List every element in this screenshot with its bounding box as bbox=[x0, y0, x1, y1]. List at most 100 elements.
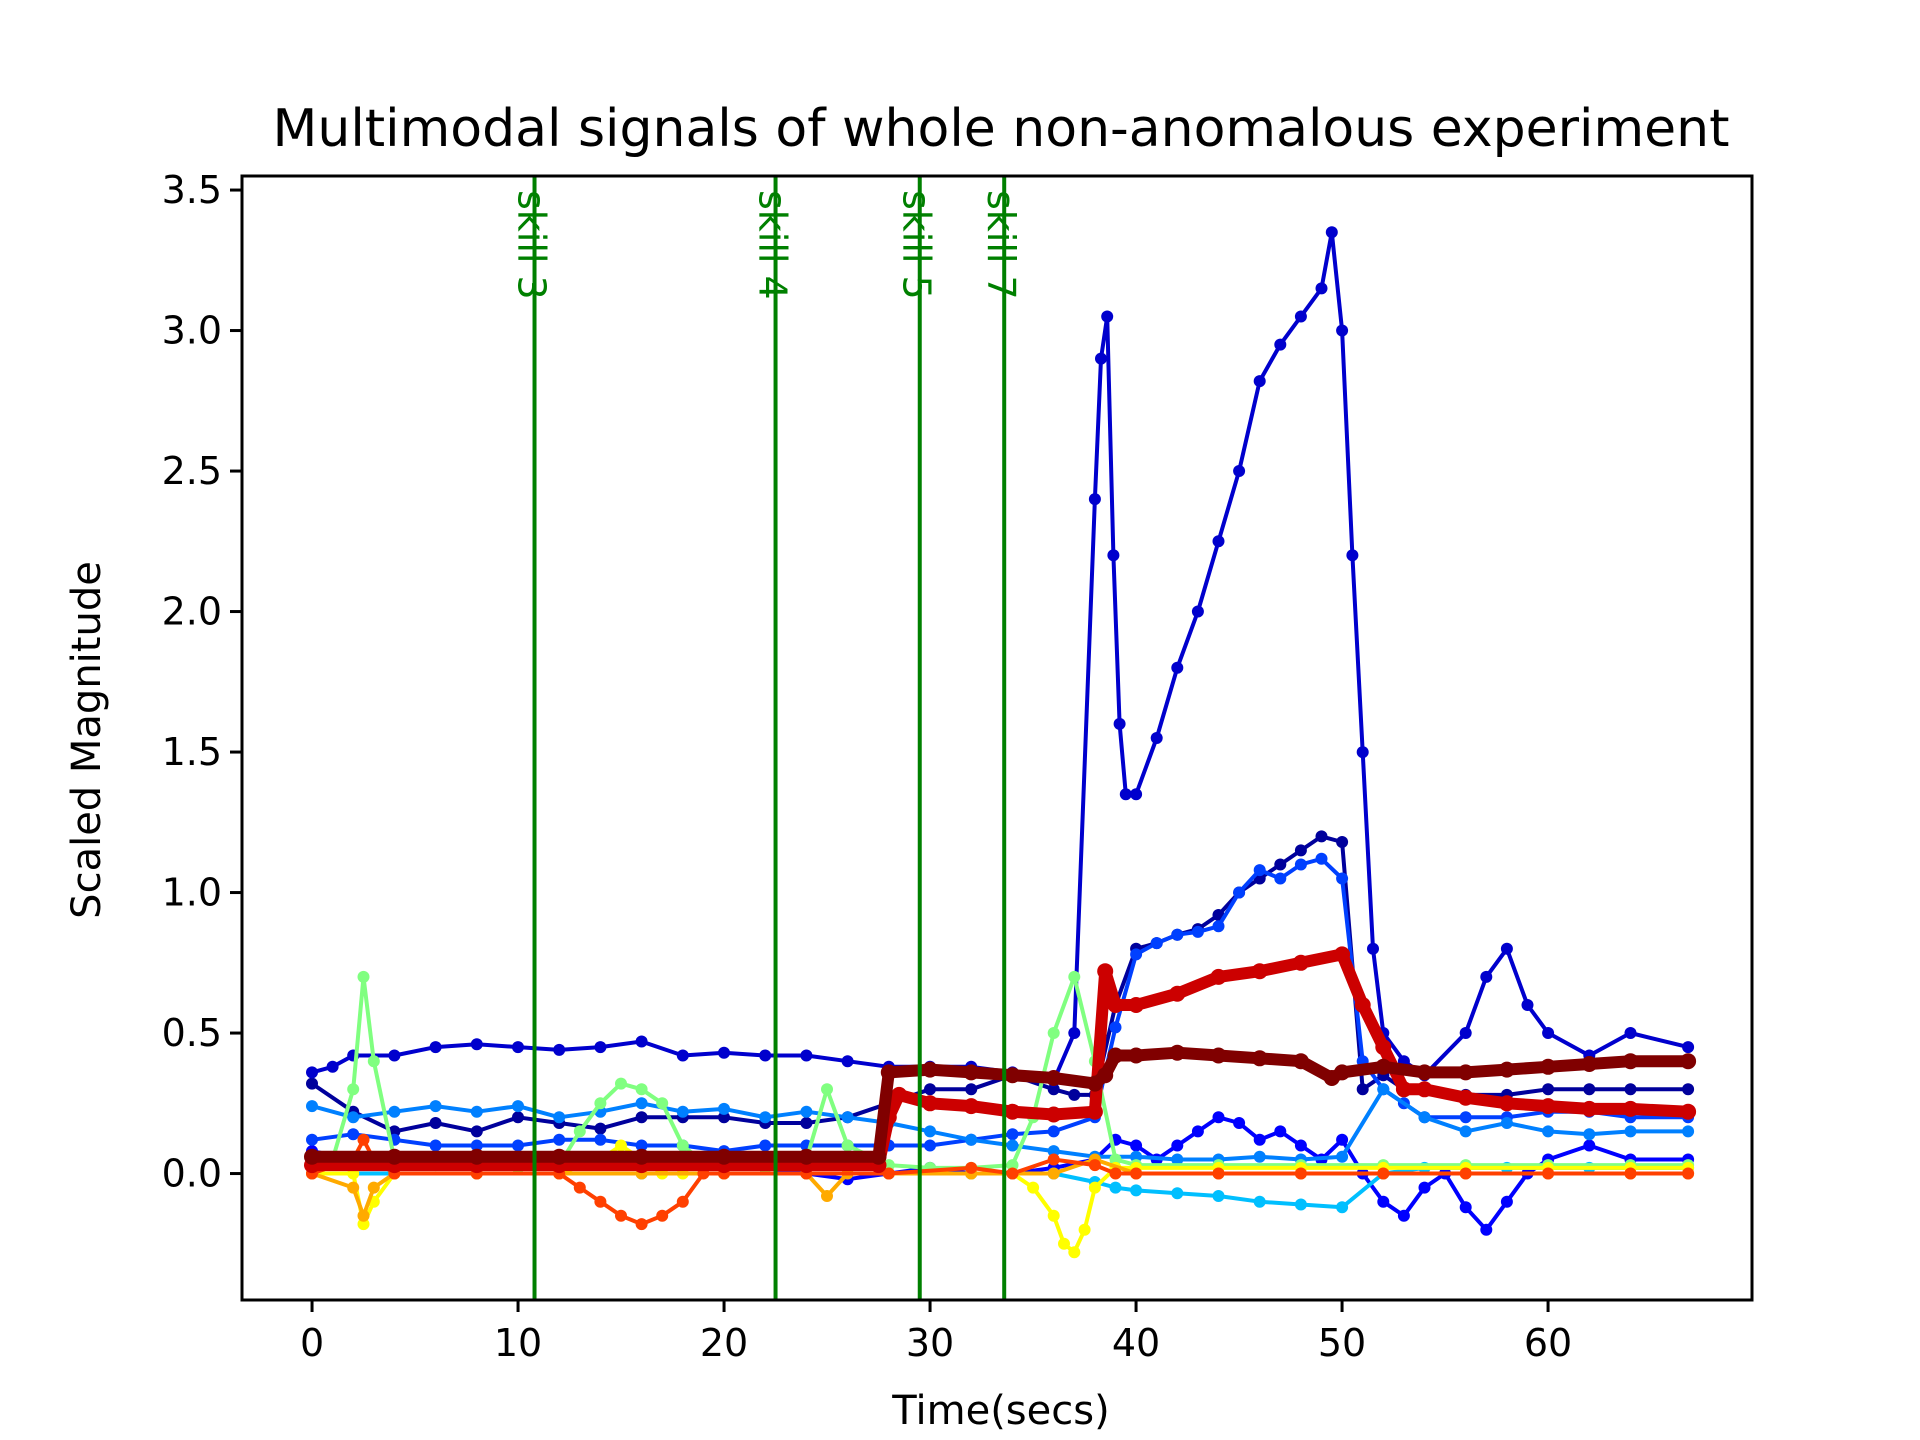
data-point bbox=[1292, 1053, 1309, 1070]
data-point bbox=[512, 1041, 524, 1054]
data-point bbox=[1171, 1187, 1184, 1200]
data-point bbox=[1130, 948, 1143, 961]
data-point bbox=[924, 1139, 936, 1152]
data-point bbox=[347, 1111, 360, 1124]
data-point bbox=[1107, 549, 1120, 562]
data-point bbox=[1068, 1027, 1081, 1039]
data-point bbox=[573, 1181, 586, 1194]
data-point bbox=[1109, 1153, 1122, 1166]
data-point bbox=[429, 1041, 442, 1054]
x-tick-label: 50 bbox=[1318, 1321, 1366, 1365]
data-point bbox=[357, 1218, 370, 1231]
data-point bbox=[470, 1125, 483, 1138]
data-point bbox=[1498, 1095, 1515, 1112]
chart-title: Multimodal signals of whole non-anomalou… bbox=[273, 99, 1730, 159]
data-point bbox=[676, 1139, 689, 1152]
data-point bbox=[594, 1122, 607, 1135]
data-point bbox=[1130, 1150, 1143, 1163]
data-point bbox=[1336, 1150, 1349, 1163]
data-point bbox=[1101, 310, 1114, 323]
data-point bbox=[1682, 1125, 1695, 1138]
data-point bbox=[1253, 1195, 1266, 1208]
data-point bbox=[1583, 1139, 1596, 1152]
data-point bbox=[1088, 1181, 1101, 1194]
data-point bbox=[1097, 1067, 1114, 1084]
data-point bbox=[676, 1195, 689, 1208]
y-tick-label: 1.5 bbox=[162, 730, 222, 774]
data-point bbox=[1130, 1167, 1143, 1180]
data-point bbox=[594, 1041, 607, 1054]
x-tick-label: 0 bbox=[300, 1321, 324, 1365]
data-point bbox=[924, 1083, 936, 1096]
data-point bbox=[891, 1086, 908, 1103]
data-point bbox=[1045, 1070, 1062, 1086]
data-point bbox=[798, 1148, 815, 1165]
data-point bbox=[1169, 985, 1186, 1002]
data-point bbox=[1377, 1167, 1390, 1180]
data-point bbox=[1346, 549, 1359, 562]
data-point bbox=[635, 1083, 648, 1096]
data-point bbox=[1397, 1209, 1410, 1222]
data-point bbox=[1006, 1167, 1019, 1180]
data-point bbox=[924, 1125, 936, 1138]
data-point bbox=[594, 1133, 607, 1146]
series-1 bbox=[306, 226, 1695, 1087]
data-point bbox=[1354, 997, 1371, 1013]
data-point bbox=[347, 1181, 360, 1194]
data-point bbox=[1542, 1167, 1555, 1180]
data-point bbox=[718, 1046, 730, 1059]
data-point bbox=[306, 1133, 318, 1146]
skill-label-1: skill 4 bbox=[751, 190, 795, 300]
data-point bbox=[821, 1190, 833, 1202]
data-point bbox=[1210, 1047, 1227, 1064]
data-point bbox=[1416, 1081, 1433, 1098]
data-point bbox=[1542, 1083, 1555, 1096]
data-point bbox=[1086, 1103, 1103, 1120]
data-point bbox=[1119, 788, 1132, 801]
data-point bbox=[1068, 1088, 1081, 1101]
data-point bbox=[1171, 1139, 1184, 1152]
data-point bbox=[759, 1111, 772, 1124]
data-point bbox=[306, 1077, 318, 1090]
data-point bbox=[1294, 1167, 1307, 1180]
data-point bbox=[1500, 1195, 1513, 1208]
series-line-1 bbox=[310, 230, 1691, 1083]
data-point bbox=[1253, 375, 1266, 388]
y-tick-label: 0.0 bbox=[162, 1152, 222, 1196]
data-point bbox=[1542, 1027, 1555, 1039]
data-point bbox=[1418, 1111, 1431, 1124]
data-point bbox=[635, 1111, 648, 1124]
data-point bbox=[1253, 864, 1266, 877]
data-point bbox=[1109, 1181, 1122, 1194]
data-point bbox=[1498, 1061, 1515, 1078]
data-point bbox=[1294, 1198, 1307, 1211]
data-point bbox=[1418, 1181, 1431, 1194]
data-point bbox=[965, 1133, 978, 1146]
data-point bbox=[922, 1095, 938, 1112]
y-tick-label: 1.0 bbox=[162, 871, 222, 915]
data-point bbox=[1047, 1145, 1060, 1158]
data-point bbox=[922, 1061, 938, 1078]
data-point bbox=[1622, 1100, 1639, 1117]
data-point bbox=[1212, 1190, 1225, 1202]
data-point bbox=[1006, 1139, 1019, 1152]
data-point bbox=[1251, 1050, 1268, 1067]
data-point bbox=[1191, 1125, 1204, 1138]
data-point bbox=[512, 1111, 524, 1124]
data-point bbox=[1377, 1083, 1390, 1096]
y-tick-label: 3.0 bbox=[162, 309, 222, 353]
data-point bbox=[1088, 493, 1101, 506]
data-point bbox=[388, 1049, 401, 1062]
data-point bbox=[1334, 1064, 1351, 1081]
data-point bbox=[1315, 852, 1328, 865]
data-point bbox=[1191, 605, 1204, 618]
series-11 bbox=[304, 1044, 1697, 1165]
data-point bbox=[1047, 1167, 1060, 1180]
data-point bbox=[1212, 535, 1225, 548]
data-point bbox=[1377, 1195, 1390, 1208]
data-point bbox=[1457, 1089, 1474, 1106]
data-point bbox=[635, 1218, 648, 1231]
data-point bbox=[367, 1055, 380, 1068]
y-axis-label: Scaled Magnitude bbox=[64, 561, 110, 919]
data-point bbox=[1581, 1056, 1598, 1072]
